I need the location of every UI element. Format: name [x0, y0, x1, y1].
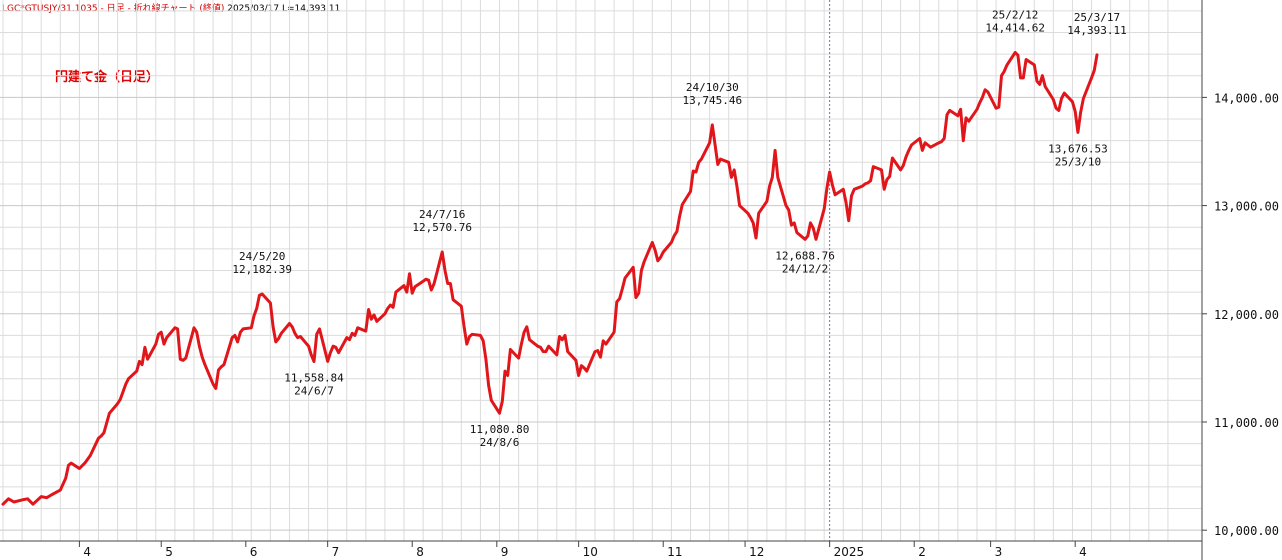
data-label: 24/5/20 [239, 250, 285, 263]
data-label: 12,688.76 [775, 249, 835, 262]
data-label: 13,745.46 [683, 94, 743, 107]
x-tick-label: 4 [83, 545, 91, 559]
y-tick-label: 12,000.00 [1214, 308, 1279, 322]
x-tick-label: 2025 [834, 545, 865, 559]
x-tick-label: 12 [749, 545, 764, 559]
x-tick-label: 10 [583, 545, 598, 559]
x-tick-label: 11 [667, 545, 682, 559]
x-tick-label: 2 [918, 545, 926, 559]
data-label: 24/6/7 [294, 385, 334, 398]
data-label: 13,676.53 [1048, 142, 1108, 155]
chart-header: LGC*GTUSJY/31.1035 - 日足 - 折れ線チャート (終値) 2… [2, 1, 340, 14]
data-label: 12,570.76 [412, 221, 472, 234]
chart-title: 円建て金（日足） [55, 70, 160, 85]
x-tick-label: 3 [995, 545, 1003, 559]
data-label: 14,414.62 [985, 22, 1045, 35]
data-label: 14,393.11 [1067, 24, 1127, 37]
x-tick-label: 6 [250, 545, 258, 559]
y-tick-label: 11,000.00 [1214, 416, 1279, 430]
x-tick-label: 7 [332, 545, 340, 559]
last-price-info: 2025/03/17 L=14,393.11 [227, 4, 341, 14]
x-tick-label: 9 [501, 545, 509, 559]
y-tick-label: 10,000.00 [1214, 524, 1279, 538]
y-tick-label: 13,000.00 [1214, 200, 1279, 214]
data-label: 25/3/17 [1074, 11, 1120, 24]
x-tick-label: 5 [165, 545, 173, 559]
y-tick-label: 14,000.00 [1214, 91, 1279, 105]
data-label: 11,080.80 [470, 423, 530, 436]
symbol-info: LGC*GTUSJY/31.1035 - 日足 - 折れ線チャート (終値) [2, 4, 225, 14]
data-label: 24/12/2 [782, 262, 828, 275]
x-tick-label: 8 [416, 545, 424, 559]
data-label: 24/8/6 [480, 436, 520, 449]
price-series-line [1, 51, 1099, 506]
x-tick-label: 4 [1079, 545, 1087, 559]
data-label: 25/3/10 [1055, 155, 1101, 168]
data-label: 25/2/12 [992, 9, 1038, 22]
data-label: 24/7/16 [419, 208, 465, 221]
data-label: 12,182.39 [232, 263, 292, 276]
data-label: 11,558.84 [284, 372, 344, 385]
data-label: 24/10/30 [686, 81, 739, 94]
